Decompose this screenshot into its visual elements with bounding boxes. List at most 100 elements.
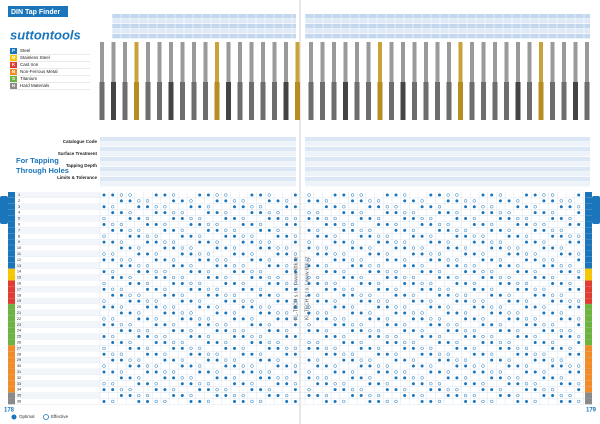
dot-effective [316, 358, 320, 362]
dot-effective [507, 340, 511, 345]
dot-optimal [559, 270, 563, 274]
dot-optimal [333, 240, 337, 244]
dot-optimal [146, 399, 149, 403]
dot-optimal [359, 217, 363, 221]
dot-optimal [429, 240, 433, 244]
dot-optimal [568, 305, 572, 309]
dot-optimal [307, 293, 311, 297]
dot-optimal [551, 364, 555, 368]
dot-effective [324, 346, 329, 351]
dot-effective [350, 258, 355, 262]
dot-optimal [429, 352, 433, 356]
dot-optimal [206, 358, 210, 362]
dot-optimal [267, 281, 271, 285]
dot-effective [293, 216, 298, 221]
dot-optimal [215, 293, 219, 297]
dot-effective [285, 216, 289, 221]
dot-effective [224, 211, 228, 215]
tap-thread [435, 82, 440, 120]
dot-effective [533, 205, 537, 209]
dot-optimal [368, 399, 372, 403]
page-number: 178 [4, 408, 15, 414]
dot-effective [250, 334, 254, 339]
dot-optimal [385, 388, 389, 392]
dot-effective [385, 270, 389, 274]
dot-optimal [351, 293, 354, 297]
row-bg [15, 251, 100, 257]
dot-optimal [324, 399, 328, 403]
page-number: 179 [586, 408, 597, 414]
dot-effective [215, 240, 219, 244]
dot-optimal [198, 222, 202, 226]
dot-optimal [481, 287, 485, 291]
row-number: 21 [17, 311, 21, 315]
dot-effective [163, 222, 167, 227]
dot-optimal [559, 299, 563, 303]
dot-effective [577, 270, 581, 274]
dot-effective [316, 311, 320, 315]
dot-optimal [111, 258, 115, 262]
dot-effective [316, 275, 320, 280]
dot-effective [498, 305, 503, 309]
dot-optimal [559, 281, 563, 285]
dot-effective [307, 275, 311, 280]
dot-effective [463, 311, 468, 315]
dot-optimal [259, 228, 263, 232]
dot-effective [516, 329, 520, 333]
dot-optimal [172, 217, 176, 221]
dot-optimal [455, 199, 459, 203]
dot-effective [285, 311, 289, 315]
spec-row [100, 182, 296, 187]
dot-effective [241, 329, 245, 333]
dot-optimal [128, 281, 132, 285]
dot-optimal [102, 240, 106, 244]
tap-shank [123, 42, 127, 82]
dot-effective [350, 370, 355, 374]
dot-optimal [276, 394, 280, 398]
dot-effective [359, 388, 363, 392]
dot-effective [446, 287, 450, 292]
dot-optimal [333, 305, 337, 309]
group-band [8, 251, 15, 257]
dot-optimal [403, 228, 407, 232]
dot-optimal [525, 305, 528, 309]
dot-effective [403, 340, 407, 345]
row-number: 9 [18, 240, 20, 244]
dot-effective [498, 211, 503, 215]
dot-effective [232, 228, 237, 233]
legend-swatch [10, 48, 17, 54]
dot-effective [437, 287, 442, 292]
dot-optimal [189, 399, 193, 403]
group-band [8, 345, 15, 352]
dot-optimal [368, 335, 372, 339]
dot-effective [285, 393, 289, 398]
dot-optimal [128, 199, 132, 203]
dot-effective [568, 346, 572, 351]
dot-optimal [429, 323, 433, 327]
dot-optimal [411, 234, 415, 238]
dot-effective [472, 216, 476, 221]
dot-optimal [568, 317, 572, 321]
tap-shank [320, 42, 325, 82]
dot-optimal [429, 388, 433, 392]
dot-effective [307, 211, 311, 215]
dot-effective [324, 311, 329, 315]
dot-effective [463, 293, 468, 297]
dot-optimal [198, 305, 202, 309]
dot-effective [455, 193, 459, 197]
dot-effective [258, 240, 263, 244]
tap-thread [538, 82, 544, 120]
legend-swatch [10, 55, 17, 61]
dot-effective [267, 275, 271, 280]
tap-shank [284, 42, 288, 82]
dot-optimal [307, 311, 311, 315]
dot-optimal [394, 258, 398, 262]
tap-shank [157, 42, 162, 82]
dot-effective [324, 376, 329, 380]
dot-effective [180, 246, 184, 250]
dot-optimal [516, 270, 520, 274]
dot-optimal [154, 287, 158, 291]
row-number: 34 [17, 388, 21, 392]
dot-optimal [224, 394, 228, 398]
dot-effective [189, 311, 193, 315]
